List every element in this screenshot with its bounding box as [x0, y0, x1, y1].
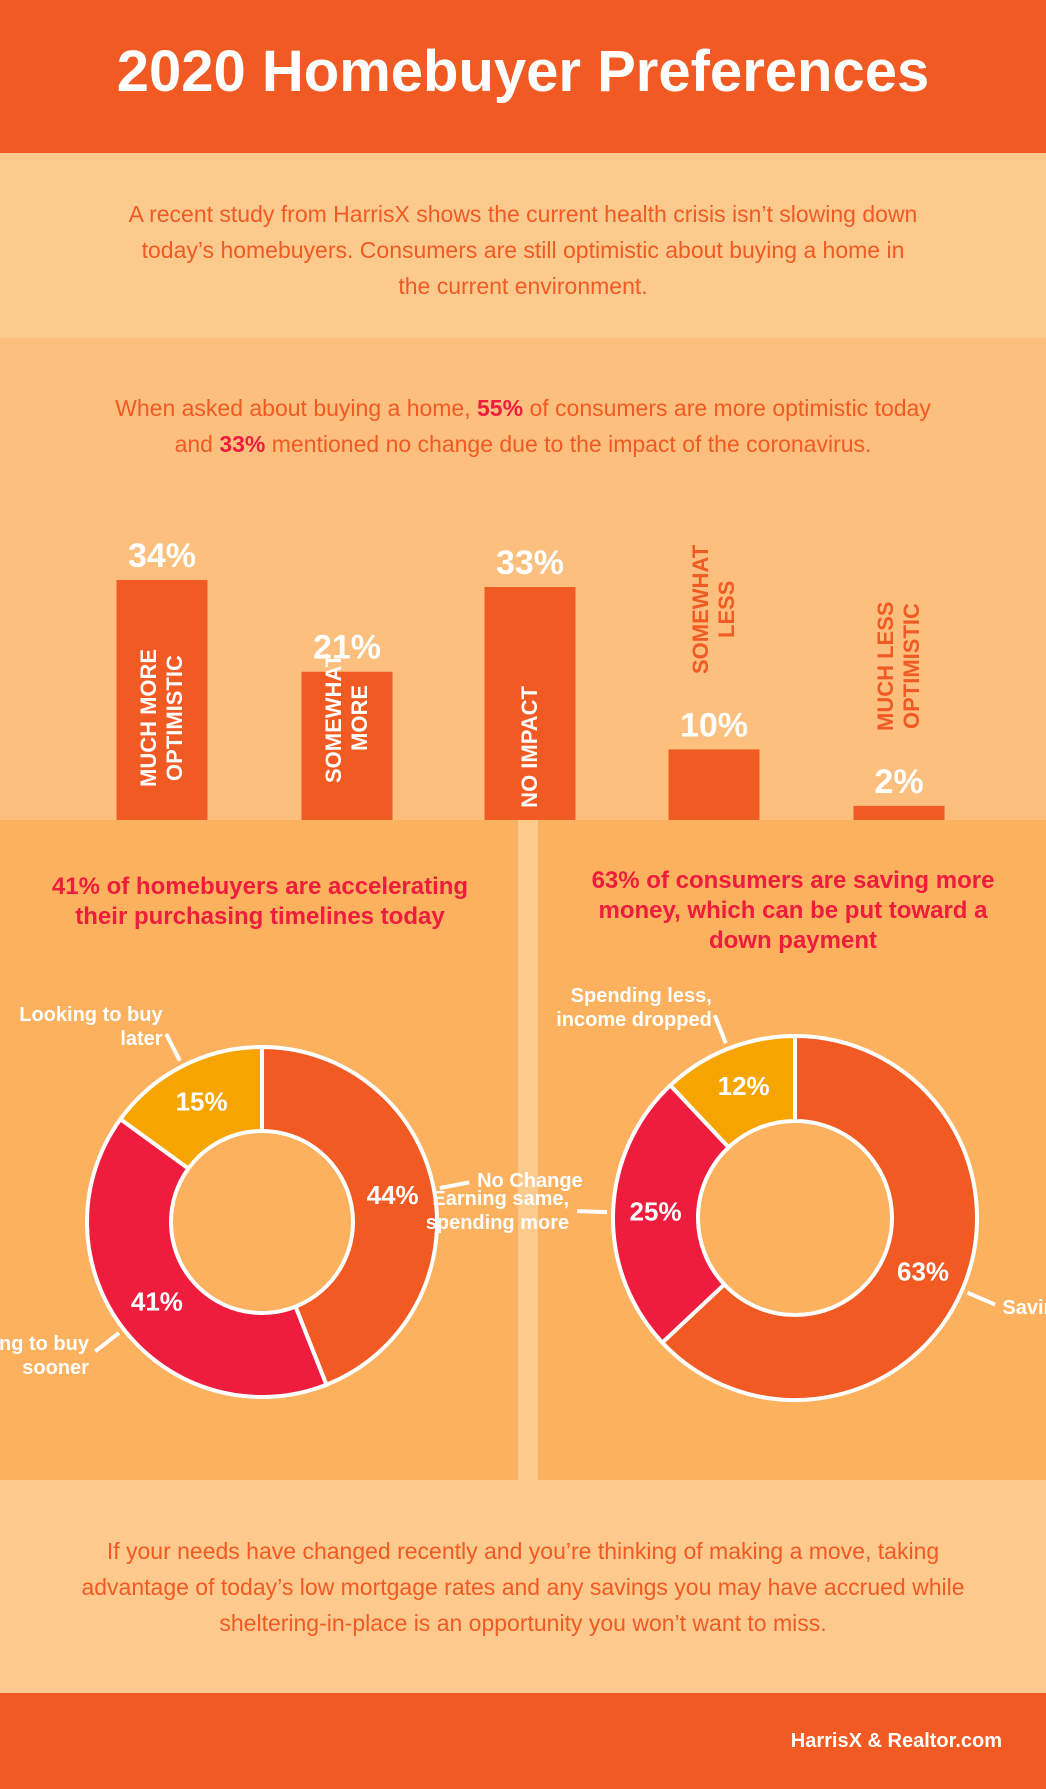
category-label: Looking to buy later	[19, 1003, 163, 1050]
leader-line	[966, 1290, 996, 1307]
leader-line	[94, 1331, 121, 1353]
intro-text: A recent study from HarrisX shows the cu…	[128, 201, 918, 299]
source: HarrisX & Realtor.com	[790, 1730, 1002, 1752]
donut-slice	[667, 1033, 797, 1151]
stat-part: of consumers are more optimistic today a…	[174, 395, 931, 457]
title: 2020 Homebuyer Preferences	[116, 39, 930, 104]
stat-text: When asked about buying a home, 55% of c…	[103, 390, 943, 462]
bar	[668, 749, 760, 820]
bar	[853, 805, 945, 820]
value-label: 44%	[367, 1180, 419, 1210]
stat-part: When asked about buying a home,	[115, 395, 478, 421]
header-band	[0, 0, 1046, 153]
category-label: Looking to buy sooner	[0, 1333, 89, 1380]
category-label: Saving money	[1002, 1296, 1046, 1319]
category-label: SOMEWHAT LESS	[688, 544, 739, 674]
value-label: 25%	[630, 1196, 682, 1226]
value-label: 15%	[176, 1086, 228, 1116]
category-label: MUCH MORE OPTIMISTIC	[136, 648, 187, 788]
category-label: Earning same, spending more	[425, 1187, 570, 1234]
stat-highlight: 33%	[219, 431, 266, 457]
donut-slice	[117, 1044, 264, 1172]
value-label: 63%	[897, 1256, 949, 1286]
value-label: 33%	[496, 544, 564, 582]
value-label: 10%	[680, 706, 748, 744]
donut-slice	[85, 1116, 330, 1399]
value-label: 2%	[874, 763, 923, 801]
value-label: 41%	[131, 1286, 183, 1316]
category-label: Spending less, income dropped	[556, 984, 712, 1031]
leader-line	[712, 1014, 728, 1044]
category-label: No Change	[477, 1169, 583, 1192]
leader-line	[577, 1209, 608, 1215]
value-label: 34%	[128, 537, 196, 575]
closing-text: If your needs have changed recently and …	[81, 1538, 965, 1636]
category-label: MUCH LESS OPTIMISTIC	[873, 601, 924, 731]
value-label: 21%	[313, 629, 381, 667]
intro-band	[0, 153, 1046, 338]
value-label: 12%	[718, 1071, 770, 1101]
category-label: SOMEWHAT MORE	[321, 653, 372, 783]
donut-slice	[260, 1044, 439, 1388]
donut-slice	[659, 1033, 979, 1402]
stat-highlight: 55%	[477, 395, 524, 421]
bar	[301, 671, 393, 820]
donut-slice	[611, 1082, 732, 1346]
footer-band	[0, 1693, 1046, 1789]
bar	[484, 587, 576, 820]
bar	[116, 579, 208, 820]
category-label: NO IMPACT	[517, 686, 542, 808]
leader-line	[164, 1033, 182, 1062]
stat-part: mentioned no change due to the impact of…	[265, 431, 872, 457]
panel-title: 41% of homebuyers are accelerating their…	[51, 873, 469, 930]
leader-line	[439, 1180, 470, 1191]
panel-title: 63% of consumers are saving more money, …	[591, 867, 995, 954]
